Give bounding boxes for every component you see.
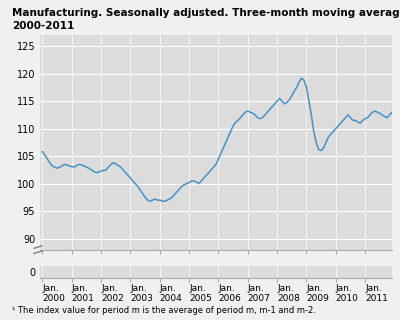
Text: ¹ The index value for period m is the average of period m, m-1 and m-2.: ¹ The index value for period m is the av… (12, 306, 316, 315)
Text: Manufacturing. Seasonally adjusted. Three-month moving average¹: Manufacturing. Seasonally adjusted. Thre… (12, 8, 400, 18)
Text: 2000-2011: 2000-2011 (12, 21, 74, 31)
